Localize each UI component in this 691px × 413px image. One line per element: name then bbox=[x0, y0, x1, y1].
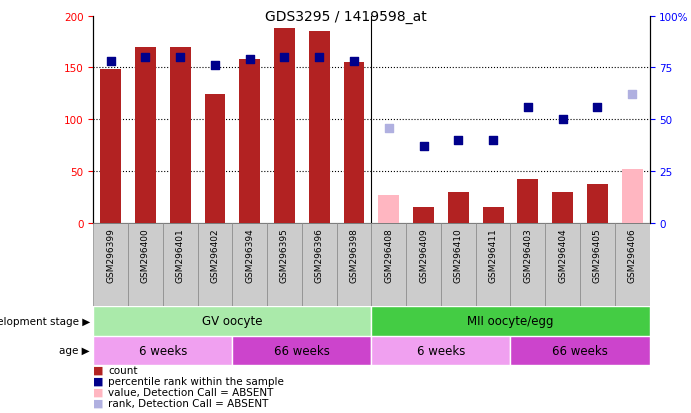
Bar bbox=[413, 208, 434, 223]
Point bbox=[175, 55, 186, 61]
Text: GSM296409: GSM296409 bbox=[419, 228, 428, 282]
Text: 66 weeks: 66 weeks bbox=[274, 344, 330, 357]
Text: GSM296408: GSM296408 bbox=[384, 228, 393, 282]
Text: rank, Detection Call = ABSENT: rank, Detection Call = ABSENT bbox=[108, 398, 269, 408]
Text: GSM296400: GSM296400 bbox=[141, 228, 150, 282]
Bar bbox=[100, 70, 121, 223]
Text: GSM296398: GSM296398 bbox=[350, 228, 359, 282]
Point bbox=[418, 144, 429, 150]
Point bbox=[557, 116, 568, 123]
Point bbox=[488, 138, 499, 144]
Bar bbox=[475, 223, 511, 306]
Bar bbox=[163, 223, 198, 306]
Bar bbox=[232, 336, 372, 366]
Bar bbox=[545, 223, 580, 306]
Point bbox=[105, 59, 116, 65]
Bar bbox=[511, 336, 650, 366]
Bar bbox=[372, 336, 511, 366]
Bar bbox=[482, 208, 504, 223]
Text: MII oocyte/egg: MII oocyte/egg bbox=[467, 314, 553, 328]
Point bbox=[279, 55, 290, 61]
Bar bbox=[372, 223, 406, 306]
Bar bbox=[93, 223, 128, 306]
Point bbox=[244, 57, 255, 63]
Bar bbox=[170, 47, 191, 223]
Text: 6 weeks: 6 weeks bbox=[417, 344, 465, 357]
Bar bbox=[518, 180, 538, 223]
Bar bbox=[511, 223, 545, 306]
Text: GSM296402: GSM296402 bbox=[211, 228, 220, 282]
Point bbox=[348, 59, 359, 65]
Text: age ▶: age ▶ bbox=[59, 346, 90, 356]
Text: GSM296404: GSM296404 bbox=[558, 228, 567, 282]
Bar bbox=[343, 63, 364, 223]
Bar bbox=[337, 223, 372, 306]
Bar bbox=[441, 223, 475, 306]
Bar bbox=[552, 192, 573, 223]
Text: GSM296411: GSM296411 bbox=[489, 228, 498, 282]
Text: GSM296401: GSM296401 bbox=[176, 228, 184, 282]
Bar bbox=[406, 223, 441, 306]
Point bbox=[453, 138, 464, 144]
Bar bbox=[302, 223, 337, 306]
Bar bbox=[622, 170, 643, 223]
Point bbox=[209, 63, 220, 69]
Bar bbox=[128, 223, 163, 306]
Point bbox=[627, 92, 638, 98]
Text: GSM296406: GSM296406 bbox=[627, 228, 636, 282]
Text: GSM296396: GSM296396 bbox=[315, 228, 324, 282]
Text: ■: ■ bbox=[93, 398, 104, 408]
Text: ■: ■ bbox=[93, 376, 104, 386]
Text: GSM296403: GSM296403 bbox=[523, 228, 532, 282]
Point bbox=[384, 125, 395, 132]
Text: GV oocyte: GV oocyte bbox=[202, 314, 263, 328]
Text: 6 weeks: 6 weeks bbox=[139, 344, 187, 357]
Bar bbox=[448, 192, 468, 223]
Point bbox=[140, 55, 151, 61]
Text: GSM296399: GSM296399 bbox=[106, 228, 115, 282]
Text: GSM296405: GSM296405 bbox=[593, 228, 602, 282]
Text: GSM296410: GSM296410 bbox=[454, 228, 463, 282]
Text: GSM296395: GSM296395 bbox=[280, 228, 289, 282]
Point bbox=[314, 55, 325, 61]
Bar bbox=[232, 223, 267, 306]
Bar bbox=[239, 60, 260, 223]
Text: percentile rank within the sample: percentile rank within the sample bbox=[108, 376, 285, 386]
Text: 66 weeks: 66 weeks bbox=[552, 344, 608, 357]
Bar bbox=[205, 95, 225, 223]
Bar bbox=[379, 195, 399, 223]
Bar bbox=[309, 32, 330, 223]
Text: count: count bbox=[108, 365, 138, 375]
Bar bbox=[93, 336, 232, 366]
Bar bbox=[267, 223, 302, 306]
Bar bbox=[372, 306, 650, 336]
Text: development stage ▶: development stage ▶ bbox=[0, 316, 90, 326]
Bar bbox=[274, 29, 295, 223]
Text: GSM296394: GSM296394 bbox=[245, 228, 254, 282]
Text: value, Detection Call = ABSENT: value, Detection Call = ABSENT bbox=[108, 387, 274, 397]
Text: ■: ■ bbox=[93, 365, 104, 375]
Bar bbox=[198, 223, 232, 306]
Text: GDS3295 / 1419598_at: GDS3295 / 1419598_at bbox=[265, 10, 426, 24]
Bar bbox=[135, 47, 156, 223]
Text: ■: ■ bbox=[93, 387, 104, 397]
Bar bbox=[615, 223, 650, 306]
Bar bbox=[93, 306, 372, 336]
Point bbox=[592, 104, 603, 111]
Bar bbox=[580, 223, 615, 306]
Point bbox=[522, 104, 533, 111]
Bar bbox=[587, 184, 608, 223]
